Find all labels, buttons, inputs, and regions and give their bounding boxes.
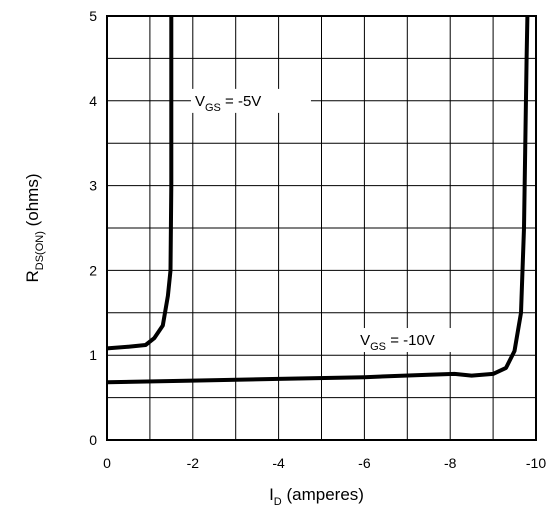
x-tick-label: -4 — [272, 455, 285, 471]
x-tick-label: -6 — [358, 455, 371, 471]
x-tick-label: -10 — [526, 455, 546, 471]
x-axis-title: ID (amperes) — [269, 485, 364, 508]
series-labels: VGS = -5V VGS = -10V — [190, 88, 485, 353]
y-tick-label: 4 — [89, 93, 97, 109]
x-tick-label: -8 — [444, 455, 457, 471]
y-axis-title: RDS(ON) (ohms) — [23, 173, 46, 282]
plot-frame — [106, 15, 537, 441]
series-label-vgs-10v: VGS = -10V — [360, 332, 435, 353]
y-tick-label: 3 — [89, 178, 97, 194]
series-line-vgs-10v — [106, 15, 530, 385]
series-label-background — [356, 328, 485, 353]
y-tick-label: 5 — [89, 8, 97, 24]
tick-labels: 0 -2 -4 -6 -8 -10 0 1 2 3 4 5 — [89, 8, 546, 471]
x-tick-label: -2 — [187, 455, 200, 471]
series-label-background — [190, 88, 311, 113]
grid-lines — [107, 16, 536, 440]
series-layer — [106, 15, 530, 385]
series-label-vgs-5v: VGS = -5V — [195, 93, 261, 114]
x-tick-label: 0 — [103, 455, 111, 471]
y-tick-label: 0 — [89, 432, 97, 448]
series-line-vgs-5v — [106, 16, 174, 351]
y-tick-label: 2 — [89, 262, 97, 278]
y-tick-label: 1 — [89, 347, 97, 363]
